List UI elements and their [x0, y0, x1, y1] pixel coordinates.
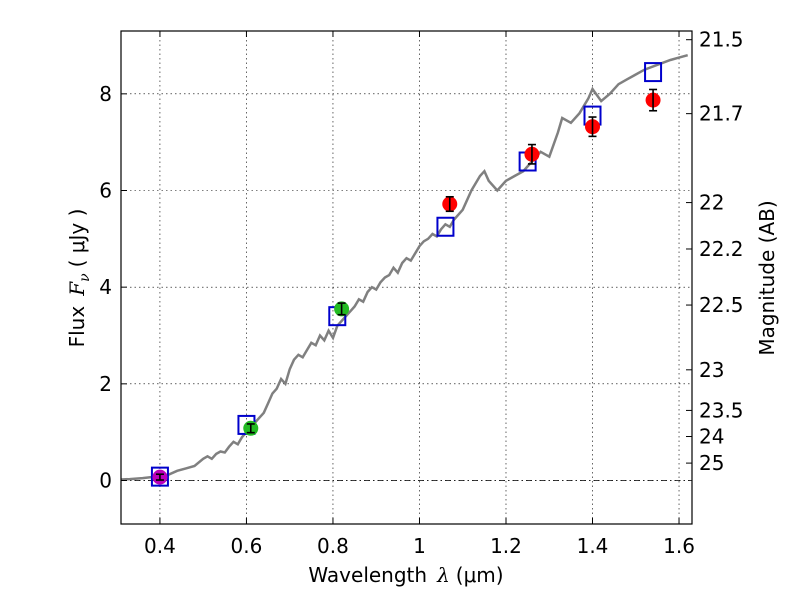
- model-box: [436, 216, 455, 237]
- grid: [121, 31, 692, 524]
- plot-frame: [120, 30, 693, 525]
- observed-point: [645, 88, 661, 112]
- y2-tick-label: 21.5: [699, 28, 744, 52]
- x-tick-label: 0.4: [144, 534, 176, 558]
- y2-tick-label: 25: [699, 451, 724, 475]
- x-tick-label: 1.2: [490, 534, 522, 558]
- y2-tick-label: 22: [699, 191, 724, 215]
- x-tick-label: 0.6: [231, 534, 263, 558]
- y-axis-ticks: 0 2 4 6 8: [99, 82, 127, 493]
- observed-photometry-points: [152, 88, 661, 485]
- y2-tick-label: 24: [699, 425, 724, 449]
- y2-tick-label: 22.5: [699, 293, 744, 317]
- x-tick-label: 1.6: [663, 534, 695, 558]
- y-axis-title: FluxFν( μJy ): [65, 209, 93, 348]
- observed-point: [524, 143, 540, 165]
- y2-axis-title: Magnitude (AB): [755, 200, 779, 355]
- x-tick-label: 1.4: [577, 534, 609, 558]
- y2-tick-label: 22.2: [699, 237, 744, 261]
- x-axis-ticks: 0.4 0.6 0.8 1 1.2 1.4 1.6: [144, 31, 695, 558]
- observed-point: [243, 420, 259, 436]
- y-tick-label: 8: [99, 82, 112, 106]
- y2-tick-label: 23.5: [699, 398, 744, 422]
- y-tick-label: 4: [99, 275, 112, 299]
- x-tick-label: 1: [413, 534, 426, 558]
- observed-point: [152, 469, 168, 485]
- x-tick-label: 0.8: [317, 534, 349, 558]
- sed-model-curve: [120, 53, 689, 481]
- y-tick-label: 6: [99, 179, 112, 203]
- y2-tick-label: 21.7: [699, 102, 744, 126]
- model-photometry-boxes: [150, 62, 663, 487]
- observed-point: [585, 116, 601, 138]
- y2-tick-label: 23: [699, 358, 724, 382]
- model-box: [644, 62, 663, 83]
- x-axis-title: Wavelength λ (μm): [308, 563, 503, 587]
- observed-point: [334, 301, 350, 317]
- model-box: [150, 466, 169, 487]
- y-tick-label: 2: [99, 372, 112, 396]
- y-tick-label: 0: [99, 469, 112, 493]
- observed-point: [442, 195, 458, 213]
